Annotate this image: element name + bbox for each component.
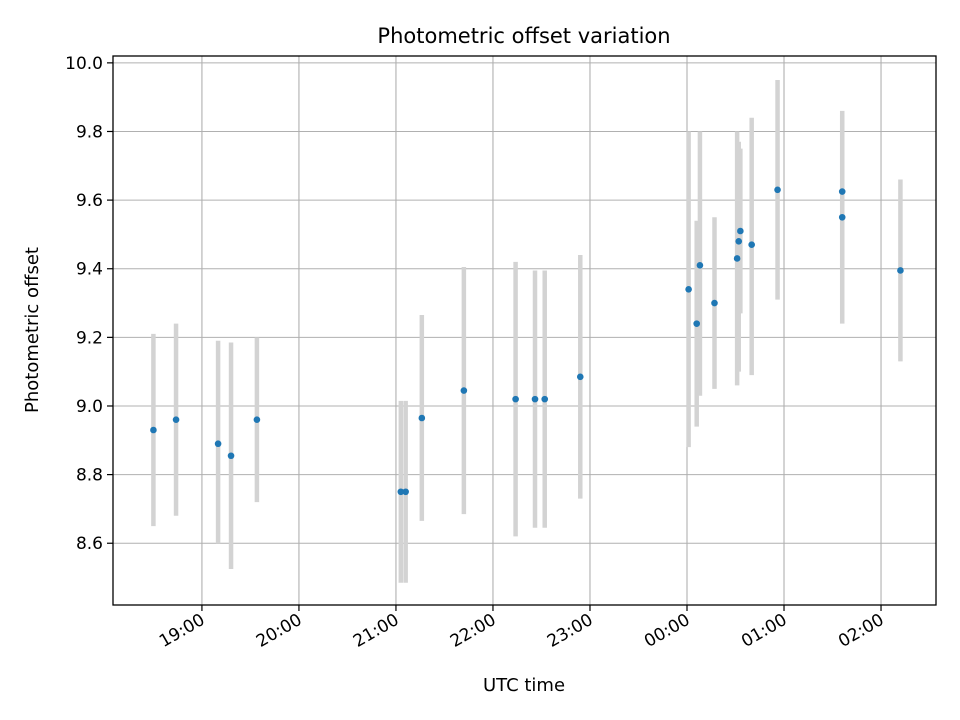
data-point — [531, 395, 539, 403]
data-point — [172, 416, 180, 424]
data-point — [150, 426, 157, 434]
y-tick-label: 9.4 — [76, 260, 103, 280]
data-point — [733, 255, 741, 262]
data-point — [696, 262, 704, 269]
data-point — [735, 237, 743, 245]
y-axis-label: Photometric offset — [22, 247, 43, 413]
data-point — [838, 188, 846, 195]
data-point — [227, 452, 235, 460]
data-points — [150, 186, 904, 496]
data-point — [897, 267, 904, 274]
data-point — [418, 414, 426, 422]
data-point — [685, 286, 692, 293]
data-point — [748, 241, 755, 249]
data-point — [541, 395, 549, 403]
y-tick-label: 9.0 — [76, 397, 103, 417]
y-tick-label: 8.6 — [76, 534, 103, 554]
y-tick-label: 9.8 — [76, 122, 103, 142]
data-point — [576, 373, 584, 381]
data-point — [711, 299, 718, 307]
data-point — [774, 186, 781, 194]
data-point — [737, 227, 744, 235]
data-point — [693, 320, 700, 327]
y-tick-label: 10.0 — [65, 54, 103, 74]
x-axis-label: UTC time — [483, 675, 565, 696]
data-point — [214, 440, 222, 448]
data-point — [397, 488, 405, 496]
data-point — [253, 416, 261, 424]
y-tick-label: 9.6 — [76, 191, 103, 211]
y-tick-label: 8.8 — [76, 466, 103, 486]
data-point — [838, 213, 846, 221]
data-point — [460, 387, 468, 394]
plot-frame — [112, 55, 937, 606]
chart-title: Photometric offset variation — [377, 24, 670, 48]
data-point — [512, 395, 519, 403]
data-point — [402, 488, 409, 496]
y-tick-label: 9.2 — [76, 328, 103, 348]
